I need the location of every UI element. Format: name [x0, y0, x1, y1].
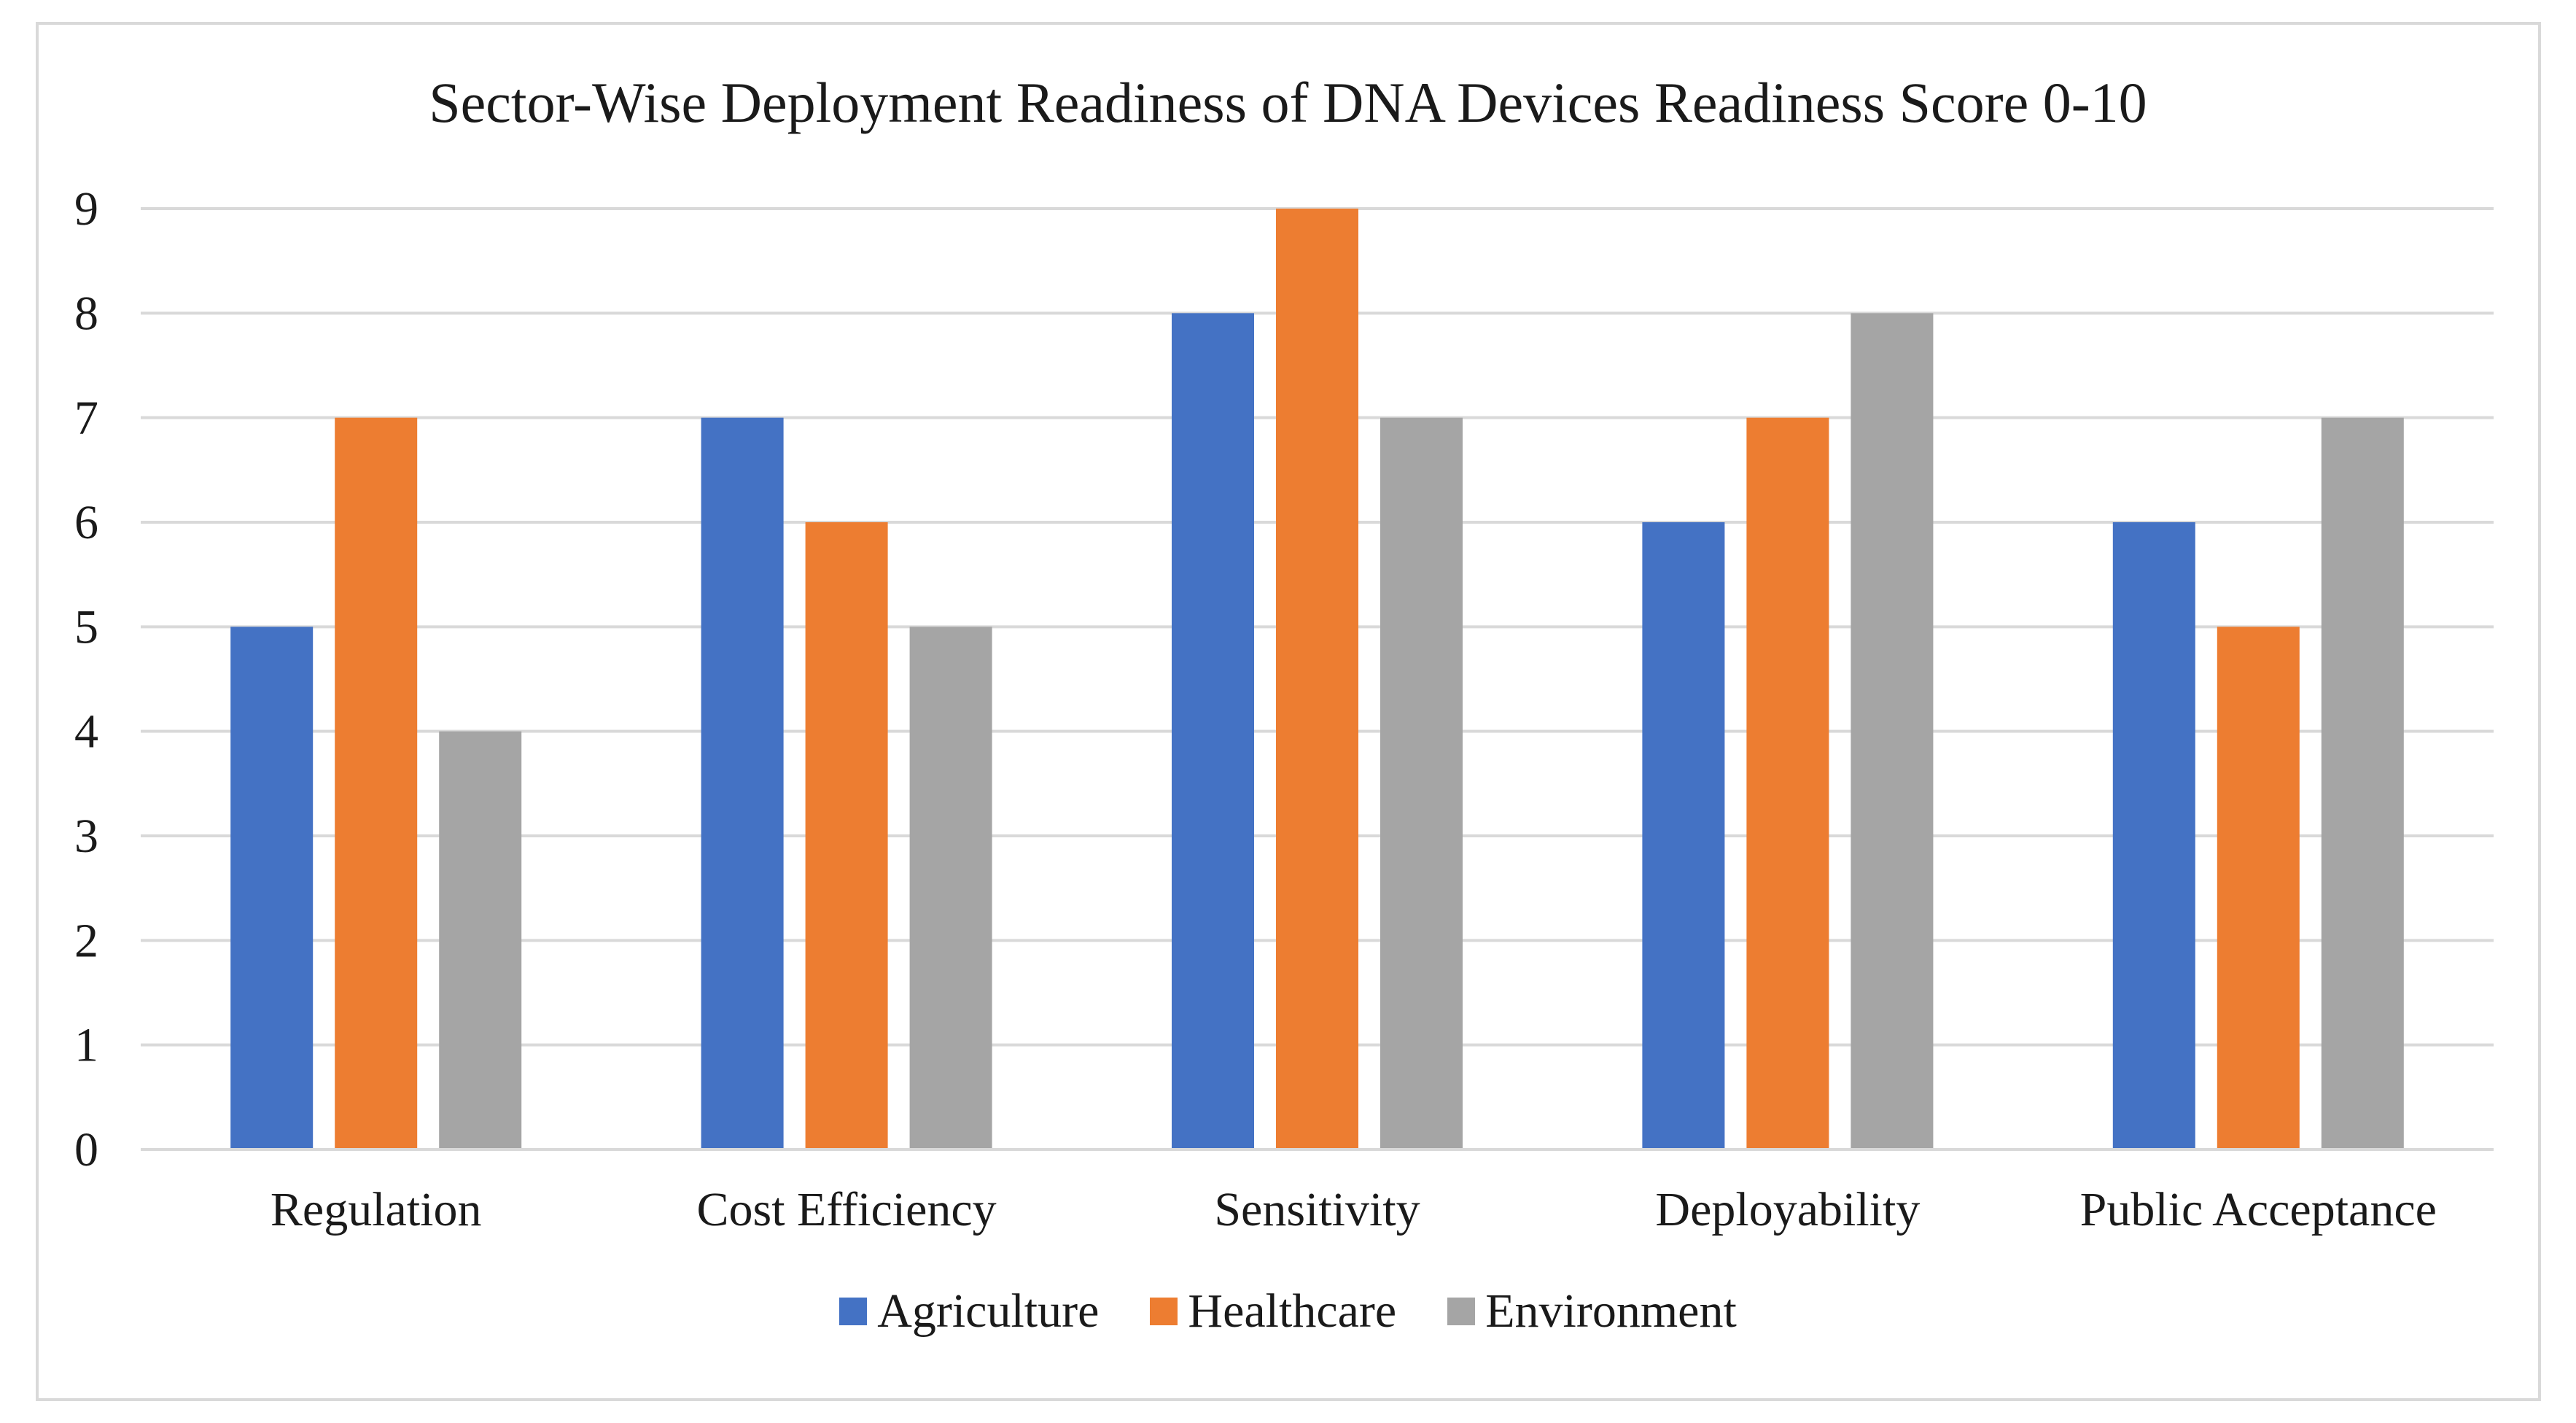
y-tick-label: 2	[74, 914, 98, 967]
y-tick-label: 1	[74, 1019, 98, 1072]
legend-label: Healthcare	[1188, 1284, 1397, 1338]
legend-label: Environment	[1485, 1284, 1737, 1338]
y-tick-label: 4	[74, 705, 98, 759]
legend-swatch	[1150, 1298, 1178, 1325]
category-label: Public Acceptance	[2080, 1183, 2437, 1236]
category-label: Sensitivity	[1214, 1183, 1420, 1236]
bar-healthcare-3	[1746, 417, 1829, 1149]
legend: Agriculture Healthcare Environment	[0, 1284, 2576, 1339]
legend-swatch	[839, 1298, 868, 1325]
y-tick-label: 8	[74, 287, 98, 340]
bar-environment-0	[439, 731, 522, 1149]
legend-item-environment: Environment	[1447, 1284, 1737, 1339]
y-tick-label: 0	[74, 1123, 98, 1176]
y-tick-label: 5	[74, 600, 98, 654]
bar-agriculture-0	[230, 627, 314, 1149]
bar-agriculture-1	[701, 417, 784, 1149]
legend-label: Agriculture	[877, 1284, 1100, 1338]
bar-environment-2	[1380, 417, 1463, 1149]
category-label: Deployability	[1655, 1183, 1920, 1236]
y-tick-label: 7	[74, 392, 98, 445]
bar-environment-1	[909, 627, 992, 1149]
bar-healthcare-0	[335, 417, 418, 1149]
category-label: Cost Efficiency	[697, 1183, 997, 1236]
bar-environment-3	[1851, 313, 1934, 1149]
bar-agriculture-3	[1642, 522, 1725, 1149]
legend-swatch	[1447, 1298, 1476, 1325]
y-tick-label: 3	[74, 810, 98, 863]
bar-environment-4	[2321, 417, 2404, 1149]
legend-item-agriculture: Agriculture	[839, 1284, 1099, 1339]
axes: 0 1 2 3 4 5 6 7 8 9 Regulation Cost Efficiency Sensi…	[74, 182, 2494, 1236]
bar-healthcare-1	[805, 522, 888, 1149]
bar-healthcare-2	[1276, 209, 1358, 1149]
bars	[230, 209, 2404, 1149]
bar-agriculture-2	[1172, 313, 1254, 1149]
bar-healthcare-4	[2217, 627, 2300, 1149]
legend-item-healthcare: Healthcare	[1150, 1284, 1396, 1339]
chart-title: Sector-Wise Deployment Readiness of DNA …	[429, 71, 2147, 134]
category-label: Regulation	[271, 1183, 482, 1236]
bar-agriculture-4	[2112, 522, 2195, 1149]
y-tick-label: 9	[74, 182, 98, 236]
y-tick-label: 6	[74, 496, 98, 549]
